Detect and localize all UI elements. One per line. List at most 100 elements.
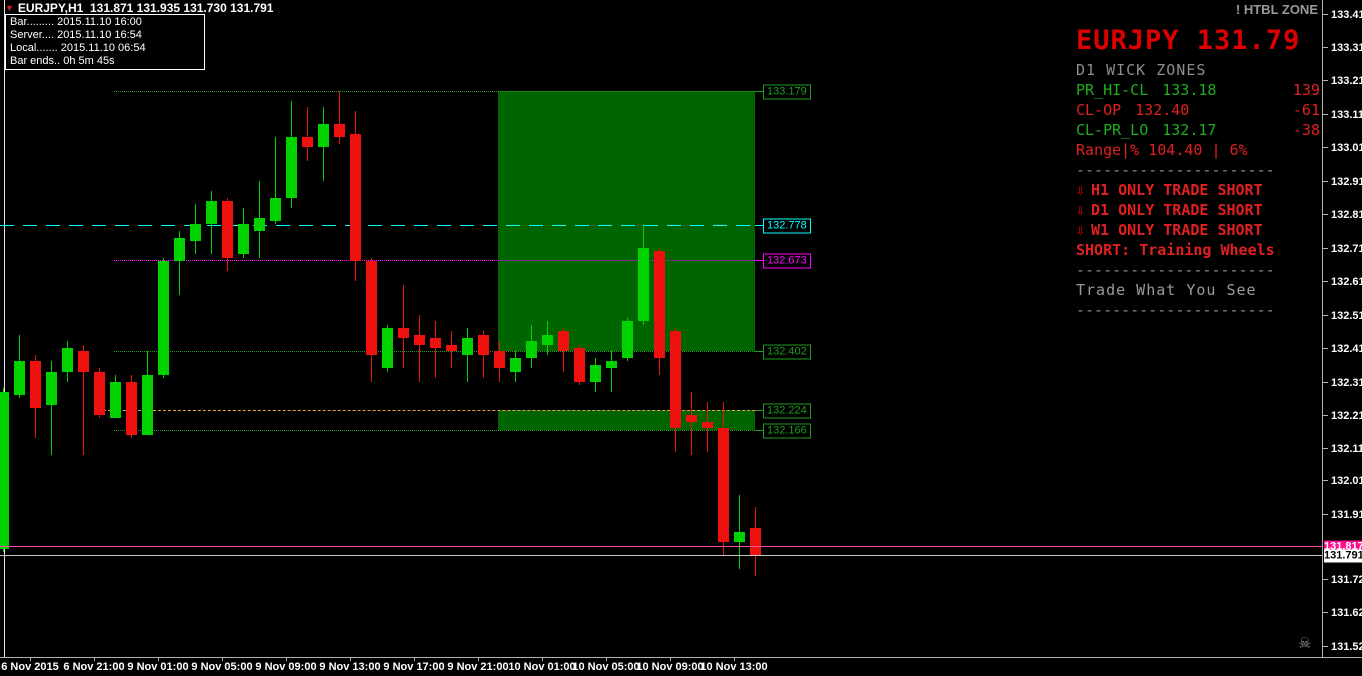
price-tick [1323,80,1328,81]
ask-line [0,546,1322,547]
candle-body [366,261,377,355]
candle-body [718,428,729,542]
price-tick [1323,214,1328,215]
time-tick [94,658,95,661]
price-tick [1323,415,1328,416]
level-price-label: 132.166 [763,423,811,439]
time-tick [30,658,31,661]
candle-body [254,218,265,231]
price-axis[interactable]: 133.410 133.310 133.210 133.110 133.010 132.9… [1322,0,1362,657]
candle-body [702,422,713,428]
candle-body [398,328,409,338]
price-tick-label: 133.010 [1331,142,1362,154]
candle-body [334,124,345,137]
price-tick-label: 133.110 [1331,109,1362,121]
wick-zone [498,91,755,351]
level-line [0,225,755,226]
candle-body [462,338,473,355]
zone-row-prhicl: PR_HI-CL 133.18 139 [1076,81,1320,99]
candle-body [734,532,745,542]
candle-body [238,224,249,254]
level-price-label: 132.402 [763,344,811,360]
time-tick [350,658,351,661]
time-tick [158,658,159,661]
chart-area[interactable]: 133.179 132.778 132.673 132.402 132.224 132.1… [0,0,1322,657]
candle-wick [339,91,340,144]
candle-body [494,351,505,368]
time-axis[interactable]: 6 Nov 2015 6 Nov 21:00 9 Nov 01:00 9 Nov 05… [0,657,1362,676]
price-tick [1323,579,1328,580]
candle-body [686,415,697,422]
price-tick [1323,281,1328,282]
candle-body [638,248,649,321]
price-tick-label: 132.410 [1331,343,1362,355]
wick-zone [498,410,755,430]
candle-body [670,331,681,428]
time-tick [222,658,223,661]
level-connector [755,410,763,411]
candle-body [222,201,233,258]
price-tick-label: 132.710 [1331,243,1362,255]
candle-body [382,328,393,368]
time-tick-label: 10 Nov 05:00 [572,661,640,673]
candle-body [574,348,585,382]
time-tick [606,658,607,661]
chart-title: ▼ EURJPY,H1 131.871 131.935 131.730 131.7… [5,1,273,15]
price-tick [1323,448,1328,449]
level-connector [755,260,763,261]
time-tick-label: 6 Nov 21:00 [63,661,125,673]
price-tick [1323,47,1328,48]
price-tick-label: 132.015 [1331,475,1362,487]
candle-body [558,331,569,351]
candle-body [46,372,57,405]
time-tick-label: 9 Nov 05:00 [191,661,253,673]
level-connector [755,351,763,352]
panel-symbol-price: EURJPY 131.79 [1076,25,1301,56]
candle-wick [403,285,404,368]
bid-line [0,555,1322,556]
time-tick [734,658,735,661]
signal-w1: ⇩ W1 ONLY TRADE SHORT [1076,221,1263,239]
candle-body [174,238,185,261]
ohlc-summary: 131.871 131.935 131.730 131.791 [89,1,274,15]
price-tick-label: 131.720 [1331,574,1362,586]
signal-h1: ⇩ H1 ONLY TRADE SHORT [1076,181,1263,199]
level-line [114,260,755,261]
time-tick-label: 10 Nov 09:00 [636,661,704,673]
price-tick [1323,646,1328,647]
zone-row-clop: CL-OP 132.40 -61 [1076,101,1320,119]
candle-wick [275,137,276,224]
period-separator-line [4,0,5,657]
candle-body [94,372,105,415]
price-tick [1323,382,1328,383]
candle-wick [51,361,52,455]
price-tick-label: 131.915 [1331,509,1362,521]
panel-subtitle: D1 WICK ZONES [1076,61,1207,79]
candle-body [270,198,281,221]
price-tick-label: 132.810 [1331,209,1362,221]
down-arrow-icon: ⇩ [1076,181,1086,199]
candle-body [110,382,121,418]
price-tick-label: 133.210 [1331,75,1362,87]
time-tick [286,658,287,661]
wick-zones-panel: EURJPY 131.79 D1 WICK ZONES PR_HI-CL 133… [1076,26,1320,320]
level-price-label: 132.673 [763,253,811,269]
info-local-time: Local....... 2015.11.10 06:54 [10,42,146,54]
candle-wick [307,107,308,161]
panel-separator: ---------------------- [1076,261,1275,279]
level-connector [755,91,763,92]
symbol-dropdown-icon[interactable]: ▼ [5,3,14,13]
candle-body [478,335,489,355]
candle-wick [691,392,692,455]
info-bar-ends: Bar ends.. 0h 5m 45s [10,55,115,67]
candle-body [526,341,537,358]
candle-body [0,392,9,549]
time-tick-label: 6 Nov 2015 [1,661,59,673]
price-tick [1323,181,1328,182]
signal-d1: ⇩ D1 ONLY TRADE SHORT [1076,201,1263,219]
candle-body [206,201,217,224]
candle-body [414,335,425,345]
time-tick-label: 9 Nov 13:00 [319,661,381,673]
candle-body [62,348,73,372]
price-tick [1323,348,1328,349]
